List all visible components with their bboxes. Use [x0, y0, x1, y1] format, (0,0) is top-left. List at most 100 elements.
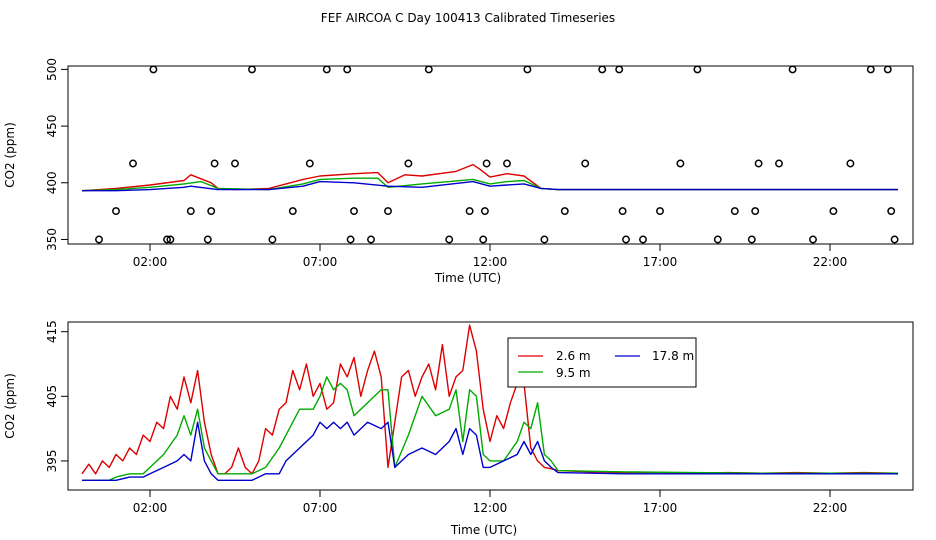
- top-plot-frame: [67, 65, 914, 245]
- calibration-point: [890, 235, 899, 244]
- calibration-point: [560, 207, 569, 216]
- calibration-point: [288, 207, 297, 216]
- calibration-point: [404, 159, 413, 168]
- bottom-series-2-6-m: [81, 324, 899, 475]
- bottom-y-tick-label: 395: [45, 449, 59, 472]
- top-y-tick-label: 500: [45, 58, 59, 81]
- legend-label-2-6m: 2.6 m: [556, 349, 591, 363]
- calibration-point: [503, 159, 511, 168]
- calibration-point: [622, 235, 630, 244]
- top-x-axis-label: Time (UTC): [434, 271, 501, 285]
- chart-title: FEF AIRCOA C Day 100413 Calibrated Times…: [321, 11, 615, 25]
- calibration-point: [676, 159, 685, 168]
- calibration-point: [163, 235, 171, 244]
- calibration-point: [730, 207, 739, 216]
- calibration-point: [479, 235, 488, 244]
- legend: 2.6 m 17.8 m 9.5 m: [507, 337, 697, 388]
- top-y-tick-label: 450: [45, 115, 59, 138]
- calibration-point: [747, 235, 756, 244]
- top-x-tick-label: 22:00: [813, 255, 848, 269]
- bottom-x-tick-label: 17:00: [643, 501, 678, 515]
- bottom-x-axis-label: Time (UTC): [450, 523, 517, 537]
- calibration-point: [367, 235, 375, 244]
- calibration-point: [465, 207, 474, 216]
- bottom-series-17-8-m: [82, 421, 898, 481]
- calibration-point: [754, 159, 763, 168]
- top-series-group: [81, 163, 898, 192]
- top-x-axis: 02:00 07:00 12:00 17:00 22:00: [133, 244, 848, 269]
- calibration-point: [866, 65, 875, 74]
- bottom-x-tick-label: 22:00: [813, 501, 848, 515]
- bottom-x-tick-label: 12:00: [473, 501, 508, 515]
- calibration-point: [656, 207, 664, 216]
- bottom-plot-frame: [67, 321, 914, 491]
- top-calibration-points: [95, 65, 899, 244]
- top-series-9-5-m: [81, 177, 898, 192]
- top-x-tick-label: 12:00: [473, 255, 508, 269]
- calibration-point: [112, 207, 120, 216]
- calibration-point: [207, 207, 216, 216]
- calibration-point: [149, 65, 158, 74]
- bottom-panel: 395 405 415 02:00 07:00 12:00 17:00 22:00 Time…: [3, 320, 914, 537]
- top-x-tick-label: 17:00: [643, 255, 678, 269]
- calibration-point: [523, 65, 532, 74]
- calibration-point: [343, 65, 352, 74]
- calibration-point: [203, 235, 212, 244]
- bottom-y-tick-label: 415: [45, 320, 59, 343]
- bottom-y-axis: 395 405 415: [45, 320, 69, 472]
- calibration-point: [305, 159, 314, 168]
- legend-box: [507, 337, 697, 388]
- top-y-tick-label: 400: [45, 171, 59, 194]
- bottom-x-axis: 02:00 07:00 12:00 17:00 22:00: [133, 490, 848, 515]
- calibration-point: [581, 159, 590, 168]
- bottom-x-tick-label: 02:00: [133, 501, 168, 515]
- calibration-point: [751, 207, 760, 216]
- bottom-series-group: [81, 324, 899, 481]
- calibration-point: [346, 235, 355, 244]
- calibration-point: [322, 65, 331, 74]
- calibration-point: [775, 159, 783, 168]
- top-y-tick-label: 350: [45, 228, 59, 251]
- calibration-point: [883, 65, 892, 74]
- calibration-point: [231, 159, 239, 168]
- top-x-tick-label: 07:00: [303, 255, 338, 269]
- calibration-point: [829, 207, 838, 216]
- calibration-point: [639, 235, 647, 244]
- bottom-series-9-5-m: [82, 376, 898, 481]
- calibration-point: [248, 65, 256, 74]
- top-x-tick-label: 02:00: [133, 255, 168, 269]
- top-panel: 350 400 450 500 02:00 07:00 12:00 17:00 22:00 T…: [3, 58, 914, 285]
- top-series-17-8-m: [82, 180, 898, 192]
- top-y-axis-label: CO2 (ppm): [3, 122, 17, 188]
- bottom-y-tick-label: 405: [45, 385, 59, 408]
- calibration-point: [166, 235, 175, 244]
- calibration-point: [384, 207, 392, 216]
- calibration-point: [887, 207, 896, 216]
- calibration-point: [268, 235, 277, 244]
- legend-label-9-5m: 9.5 m: [556, 366, 591, 380]
- bottom-x-tick-label: 07:00: [303, 501, 338, 515]
- calibration-point: [445, 235, 454, 244]
- calibration-point: [809, 235, 817, 244]
- calibration-point: [618, 207, 627, 216]
- calibration-point: [95, 235, 103, 244]
- calibration-point: [788, 65, 797, 74]
- top-y-axis: 350 400 450 500: [45, 58, 69, 251]
- bottom-y-axis-label: CO2 (ppm): [3, 373, 17, 439]
- calibration-point: [482, 159, 491, 168]
- calibration-point: [693, 65, 702, 74]
- legend-label-17-8m: 17.8 m: [652, 349, 694, 363]
- calibration-point: [424, 65, 433, 74]
- calibration-point: [480, 207, 489, 216]
- calibration-point: [598, 65, 607, 74]
- calibration-point: [846, 159, 855, 168]
- calibration-point: [186, 207, 195, 216]
- calibration-point: [129, 159, 137, 168]
- calibration-point: [350, 207, 358, 216]
- top-series-2-6-m: [81, 163, 898, 192]
- calibration-point: [713, 235, 722, 244]
- calibration-point: [210, 159, 219, 168]
- calibration-point: [615, 65, 624, 74]
- calibration-point: [540, 235, 549, 244]
